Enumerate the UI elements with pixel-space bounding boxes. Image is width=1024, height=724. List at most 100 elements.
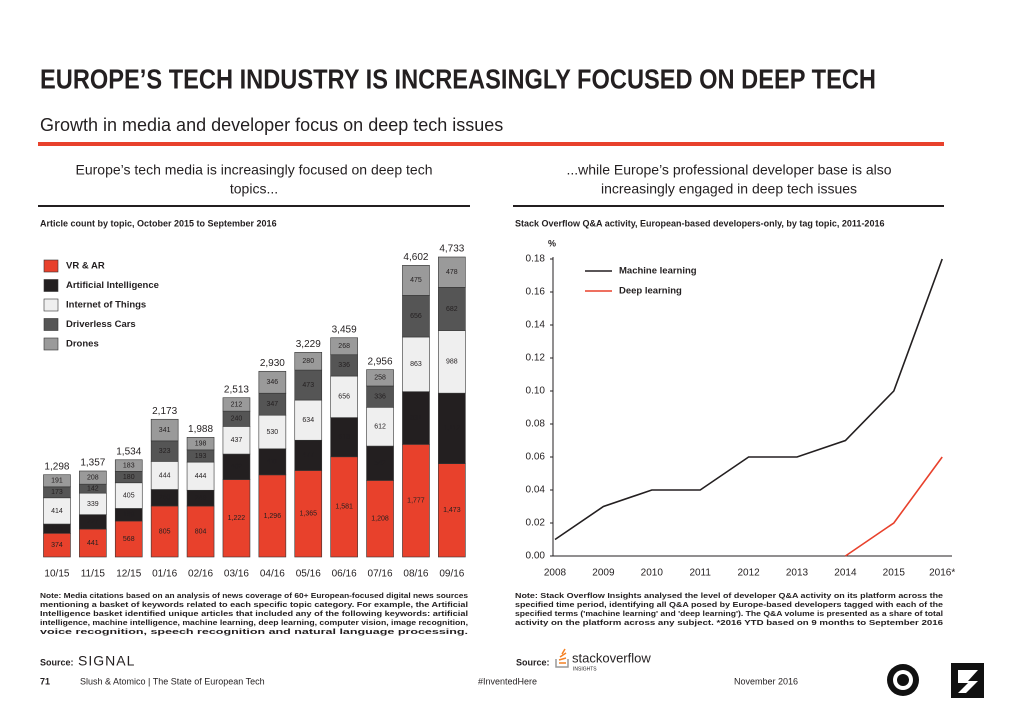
segment-label: 146 [51, 526, 63, 533]
total-label: 4,733 [439, 244, 464, 255]
total-label: 2,513 [224, 384, 249, 395]
bar-segment [114, 459, 143, 472]
chart-title: Europe’s tech media is increasingly focu… [76, 162, 433, 178]
bar-segment [258, 448, 287, 476]
bar-segment [222, 479, 251, 558]
segment-label: 336 [374, 393, 386, 400]
segment-label: 542 [374, 460, 386, 467]
x-tick-label: 2013 [786, 568, 809, 579]
total-label: 2,956 [368, 356, 393, 367]
segment-label: 437 [231, 437, 243, 444]
x-tick-label: 05/16 [296, 569, 321, 580]
source: stackoverflow [572, 650, 651, 665]
bar-segment [79, 470, 107, 485]
total-label: 1,298 [44, 461, 69, 472]
total-label: 2,930 [260, 358, 285, 369]
segment-label: 1,473 [443, 507, 461, 514]
segment-label: 618 [338, 434, 350, 441]
source: SIGNAL [78, 653, 135, 669]
note: voice recognition, speech recognition an… [40, 627, 468, 636]
bar-segment [438, 256, 466, 288]
x-tick-label: 07/16 [368, 569, 393, 580]
bar-segment [402, 295, 430, 338]
segment-label: 183 [123, 462, 135, 469]
segment-label: 374 [51, 542, 63, 549]
chart-title: ...while Europe’s professional developer… [566, 162, 891, 178]
segment-label: 198 [195, 440, 207, 447]
bar-segment [258, 474, 287, 558]
x-tick-label: 2011 [689, 568, 711, 579]
chart-subtitle: Article count by topic, October 2015 to … [40, 218, 277, 228]
series-line [844, 456, 943, 557]
source-label: Source: [516, 657, 550, 667]
legend-label: Artificial Intelligence [66, 280, 159, 291]
segment-label: 805 [159, 528, 171, 535]
legend-label: Drones [66, 339, 99, 350]
bar-segment [330, 417, 358, 458]
segment-label: 831 [410, 415, 422, 422]
segment-label: 634 [302, 417, 314, 424]
segment-label: 142 [87, 486, 99, 493]
chart-subtitle: Stack Overflow Q&A activity, European-ba… [515, 218, 884, 228]
y-tick-label: 0.16 [526, 287, 546, 298]
page-number: 71 [40, 676, 50, 686]
legend-label: Machine learning [619, 266, 697, 277]
bar-segment [222, 426, 251, 455]
total-label: 2,173 [152, 406, 177, 417]
note: specified terms ('machine learning' and … [515, 609, 943, 618]
total-label: 4,602 [403, 252, 428, 263]
segment-label: 411 [267, 459, 278, 466]
x-tick-label: 2015 [883, 568, 906, 579]
bar-segment [402, 265, 430, 296]
segment-label: 1,208 [371, 516, 389, 523]
x-tick-label: 2010 [641, 568, 664, 579]
segment-label: 444 [159, 472, 171, 479]
footer-credit: Slush & Atomico | The State of European … [80, 676, 265, 686]
plots: 374 146 414 173 191 1,298 10/15 441 227 339 142 208… [40, 238, 955, 636]
bar-segment [366, 480, 394, 558]
segment-label: 341 [159, 427, 171, 434]
x-tick-label: 01/16 [152, 569, 177, 580]
segment-label: 193 [195, 453, 207, 460]
legend-swatch [43, 337, 59, 351]
bar-segment [186, 437, 215, 451]
x-tick-label: 06/16 [332, 569, 357, 580]
y-tick-label: 0.10 [526, 386, 546, 397]
segment-label: 1,296 [264, 513, 282, 520]
y-tick-label: 0.08 [526, 419, 546, 430]
series-line [554, 258, 943, 541]
y-tick-label: 0.06 [526, 452, 546, 463]
segment-label: 612 [374, 424, 386, 431]
bar-segment [43, 497, 71, 525]
x-tick-label: 2016* [929, 568, 955, 579]
bar-segment [186, 461, 215, 491]
bar-segment [366, 406, 394, 447]
x-tick-label: 08/16 [403, 569, 428, 580]
segment-label: 530 [267, 429, 279, 436]
y-tick-label: 0.04 [526, 485, 546, 496]
note: Note: Stack Overflow Insights analysed t… [515, 591, 943, 600]
bar-segment [402, 391, 430, 445]
bar-segment [150, 461, 179, 490]
y-tick-label: 0.14 [526, 320, 546, 331]
segment-label: 473 [302, 382, 314, 389]
bar-segment [366, 369, 394, 387]
segment-label: 249 [195, 495, 207, 502]
atomico-logo [951, 663, 984, 698]
x-tick-label: 2009 [592, 568, 615, 579]
segment-label: 656 [338, 394, 350, 401]
bar-segment [43, 474, 71, 488]
bar-segment [438, 463, 466, 558]
segment-label: 212 [231, 401, 243, 408]
segment-label: 1,112 [443, 425, 460, 432]
title-rule [38, 142, 944, 146]
bar-segment [294, 439, 323, 471]
segment-label: 336 [338, 362, 350, 369]
segment-label: 240 [231, 416, 243, 423]
y-tick-label: 0.00 [526, 551, 546, 562]
source-label: Source: [40, 657, 74, 667]
x-tick-label: 10/15 [44, 569, 69, 580]
segment-label: 323 [159, 448, 171, 455]
segment-label: 227 [87, 519, 99, 526]
bar-segment [222, 397, 251, 412]
